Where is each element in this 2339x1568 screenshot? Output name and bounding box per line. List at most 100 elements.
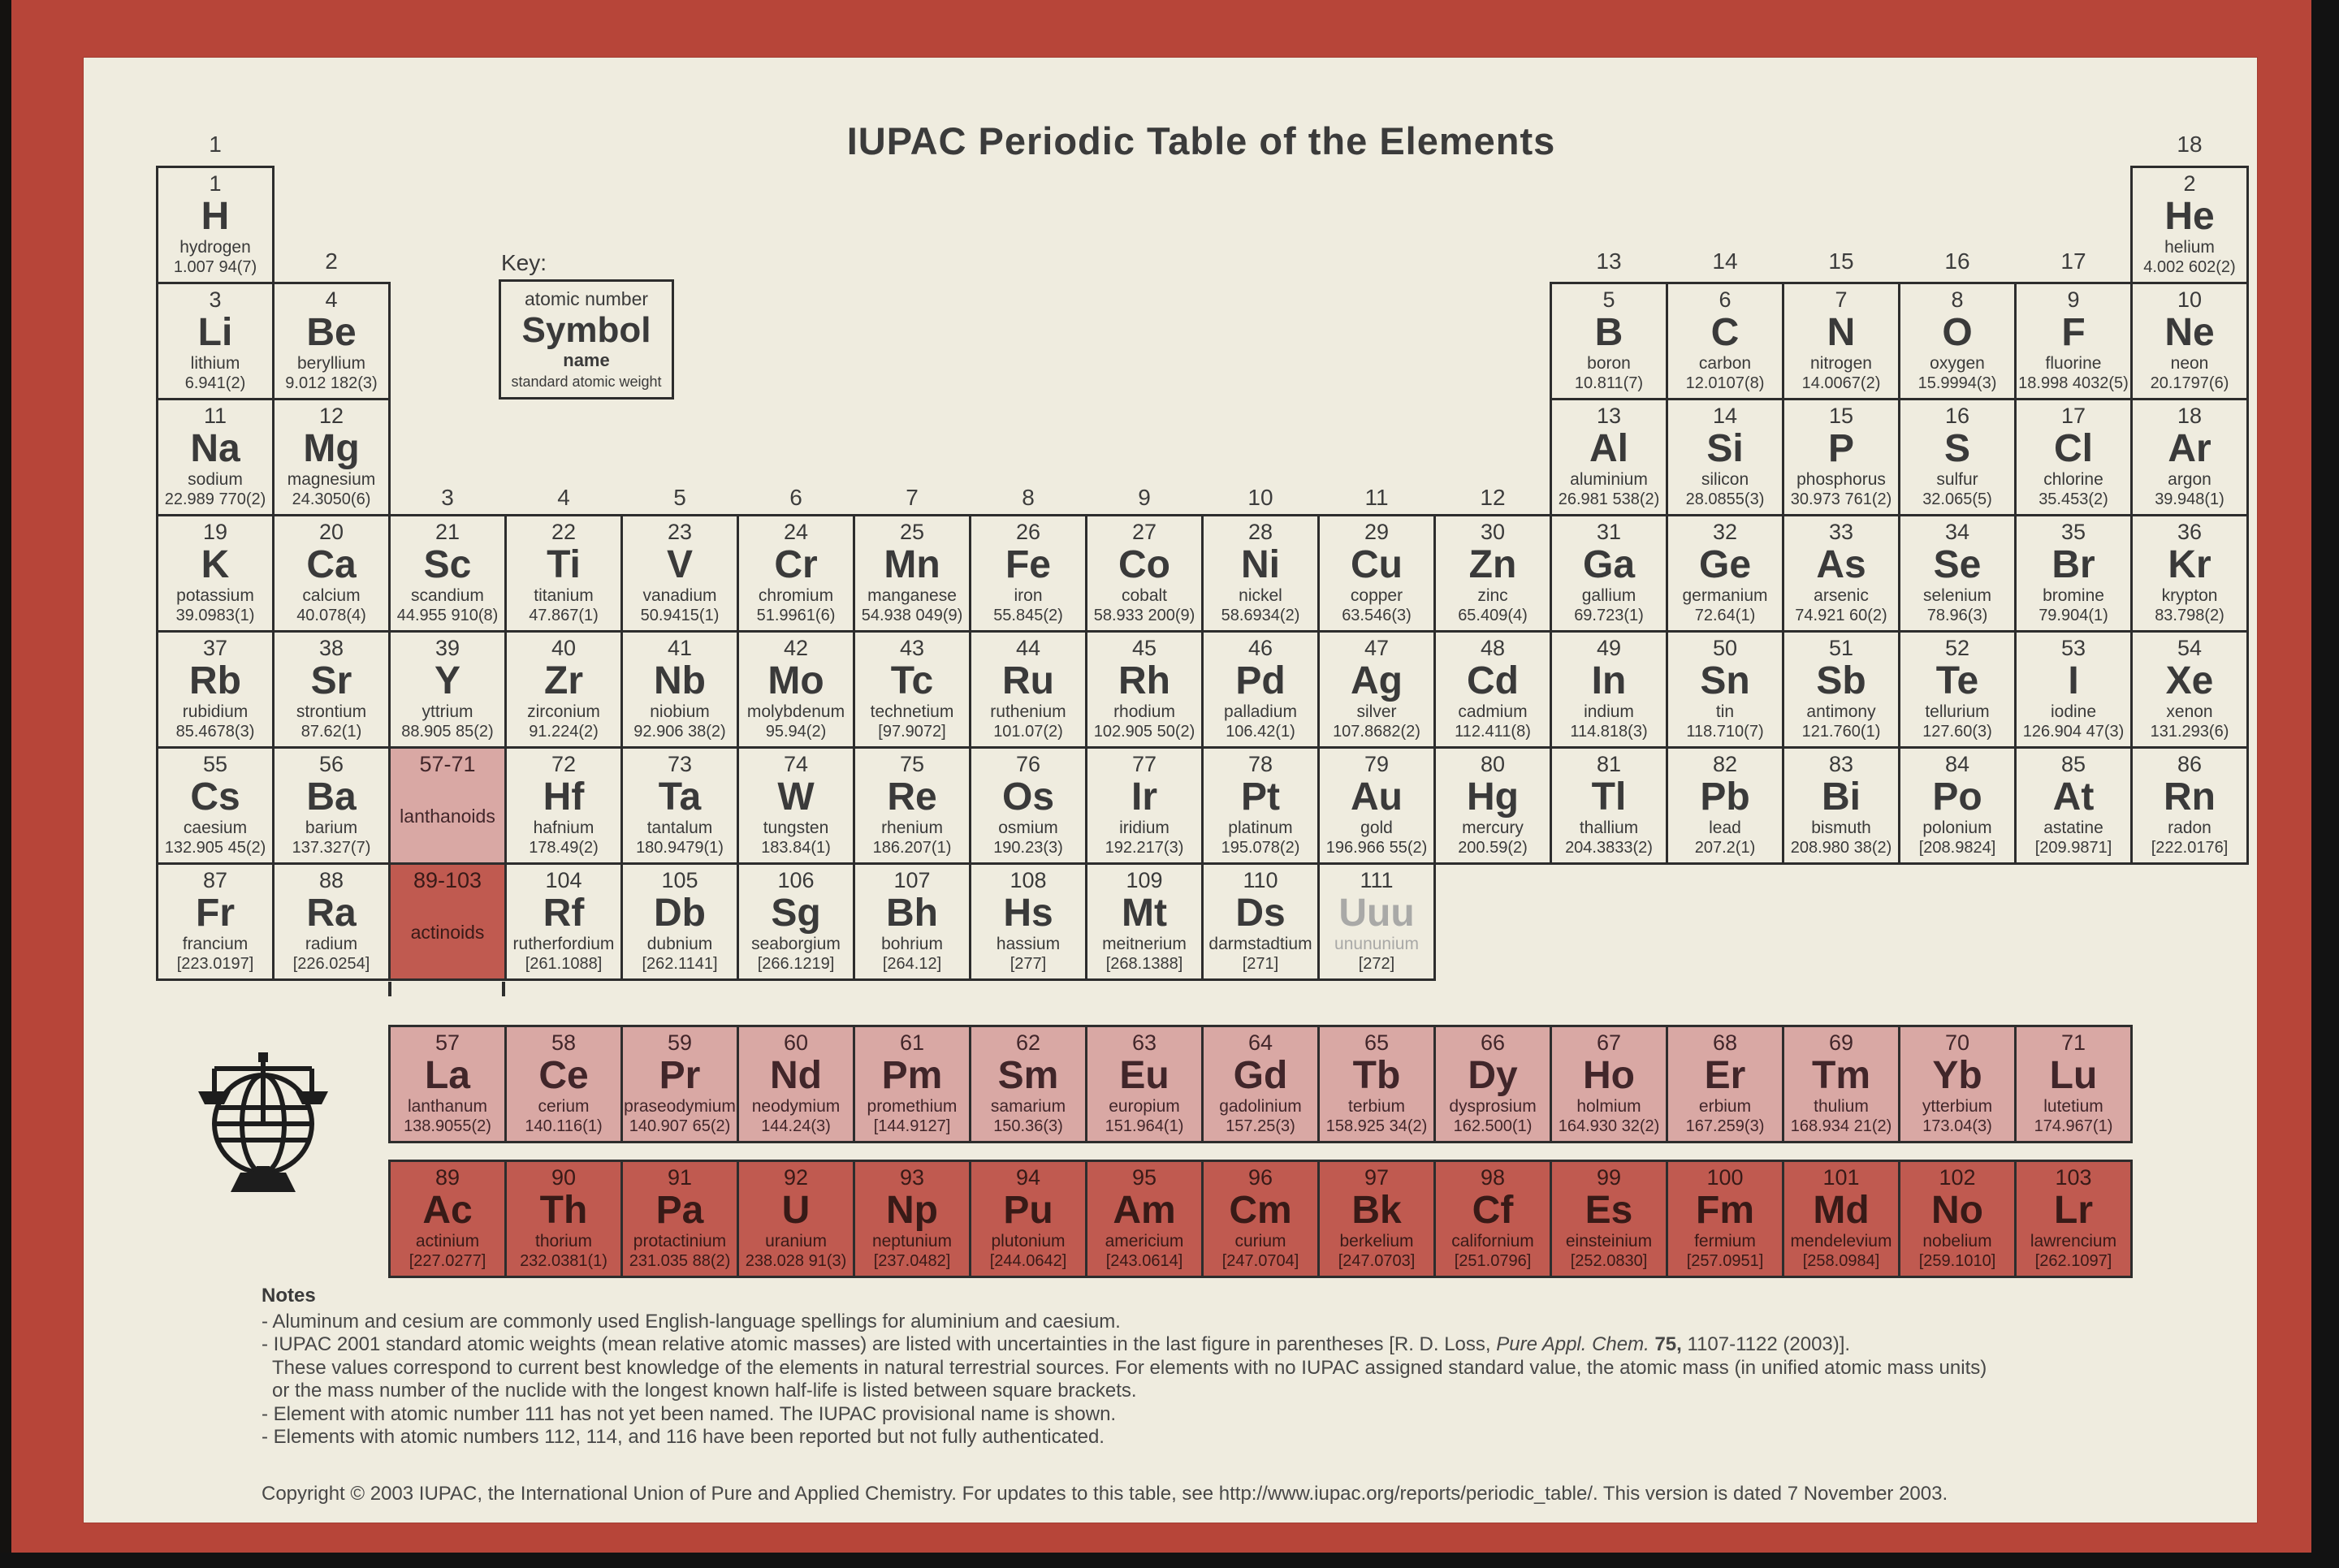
group-label-8: 8 [1022, 485, 1035, 510]
element-name: americium [1105, 1232, 1184, 1251]
group-label-12: 12 [1480, 485, 1506, 510]
element-name: niobium [650, 702, 710, 722]
element-symbol: P [1827, 426, 1854, 470]
atomic-weight: [227.0277] [409, 1251, 486, 1270]
notes-block: Notes - Aluminum and cesium are commonly… [262, 1285, 2162, 1449]
atomic-number: 31 [1596, 520, 1622, 544]
atomic-weight: [226.0254] [292, 954, 370, 973]
element-name: lanthanum [407, 1097, 488, 1117]
atomic-number: 26 [1015, 520, 1041, 544]
atomic-number: 46 [1247, 636, 1273, 660]
element-symbol: Al [1589, 426, 1628, 470]
atomic-weight: 79.904(1) [2039, 606, 2108, 624]
atomic-number: 47 [1364, 636, 1390, 660]
element-ga: 31 Ga gallium 69.723(1) [1550, 514, 1668, 633]
element-bi: 83 Bi bismuth 208.980 38(2) [1782, 746, 1900, 865]
actinoid-connector-tick [502, 982, 505, 996]
element-symbol: Bk [1351, 1188, 1402, 1232]
element-name: meitnerium [1102, 935, 1187, 954]
atomic-weight: 200.59(2) [1458, 838, 1528, 857]
element-name: fermium [1694, 1232, 1756, 1251]
atomic-number: 43 [899, 636, 925, 660]
series-label: actinoids [410, 921, 485, 943]
atomic-number: 88 [318, 868, 344, 892]
element-name: calcium [302, 586, 361, 606]
element-in: 49 In indium 114.818(3) [1550, 630, 1668, 749]
key-label: Key: [501, 250, 547, 275]
atomic-weight: 238.028 91(3) [745, 1251, 847, 1270]
atomic-weight: 74.921 60(2) [1795, 606, 1887, 624]
element-name: iodine [2050, 702, 2097, 722]
atomic-weight: 24.3050(6) [292, 490, 371, 508]
element-symbol: Yb [1932, 1053, 1982, 1097]
element-pa: 91 Pa protactinium 231.035 88(2) [620, 1160, 739, 1278]
element-name: radon [2168, 819, 2211, 838]
element-symbol: U [781, 1188, 811, 1232]
element-name: strontium [296, 702, 367, 722]
element-bh: 107 Bh bohrium [264.12] [853, 862, 971, 981]
element-symbol: W [777, 775, 815, 819]
atomic-number: 32 [1712, 520, 1738, 544]
element-symbol: Sg [771, 891, 821, 935]
element-co: 27 Co cobalt 58.933 200(9) [1085, 514, 1204, 633]
element-lr: 103 Lr lawrencium [262.1097] [2014, 1160, 2133, 1278]
group-label-10: 10 [1247, 485, 1273, 510]
element-cl: 17 Cl chlorine 35.453(2) [2014, 398, 2133, 516]
atomic-number: 85 [2060, 752, 2086, 776]
atomic-weight: [222.0176] [2151, 838, 2229, 857]
element-symbol: Cm [1229, 1188, 1292, 1232]
group-label-5: 5 [673, 485, 686, 510]
element-ce: 58 Ce cerium 140.116(1) [504, 1025, 623, 1143]
group-label-15: 15 [1828, 248, 1854, 274]
atomic-number: 93 [899, 1165, 925, 1190]
atomic-weight: [252.0830] [1570, 1251, 1648, 1270]
group-label-9: 9 [1138, 485, 1151, 510]
atomic-number: 8 [1951, 287, 1964, 312]
element-mt: 109 Mt meitnerium [268.1388] [1085, 862, 1204, 981]
atomic-number: 23 [667, 520, 693, 544]
element-symbol: In [1591, 659, 1627, 702]
atomic-weight: 40.078(4) [296, 606, 366, 624]
atomic-number: 2 [2183, 171, 2196, 196]
element-name: samarium [990, 1097, 1066, 1117]
atomic-weight: [208.9824] [1918, 838, 1996, 857]
atomic-weight: 14.0067(2) [1801, 374, 1881, 392]
note-line-2: - IUPAC 2001 standard atomic weights (me… [262, 1333, 1851, 1355]
element-symbol: Mn [884, 542, 940, 586]
atomic-weight: 92.906 38(2) [633, 722, 726, 741]
series-label: lanthanoids [400, 805, 495, 827]
element-cm: 96 Cm curium [247.0704] [1201, 1160, 1320, 1278]
element-fr: 87 Fr francium [223.0197] [156, 862, 275, 981]
atomic-number: 82 [1712, 752, 1738, 776]
element-symbol: Tm [1812, 1053, 1870, 1097]
element-name: thulium [1814, 1097, 1869, 1117]
atomic-number: 67 [1596, 1030, 1622, 1055]
atomic-number: 17 [2060, 404, 2086, 428]
element-po: 84 Po polonium [208.9824] [1898, 746, 2017, 865]
element-name: tin [1715, 702, 1735, 722]
note-line-4: or the mass number of the nuclide with t… [272, 1380, 1137, 1402]
element-name: tantalum [646, 819, 713, 838]
atomic-number: 58 [551, 1030, 577, 1055]
element-symbol: Pd [1235, 659, 1286, 702]
element-name: potassium [176, 586, 254, 606]
element-symbol: Bh [886, 891, 938, 935]
atomic-number: 49 [1596, 636, 1622, 660]
element-symbol: Ne [2164, 310, 2215, 354]
element-symbol: Rn [2164, 775, 2216, 819]
element-name: copper [1350, 586, 1403, 606]
atomic-weight: 127.60(3) [1922, 722, 1992, 741]
element-se: 34 Se selenium 78.96(3) [1898, 514, 2017, 633]
element-symbol: Si [1706, 426, 1744, 470]
atomic-number: 44 [1015, 636, 1041, 660]
element-zn: 30 Zn zinc 65.409(4) [1433, 514, 1552, 633]
element-name: ruthenium [990, 702, 1066, 722]
atomic-weight: 101.07(2) [993, 722, 1063, 741]
element-name: seaborgium [751, 935, 841, 954]
element-name: silver [1356, 702, 1397, 722]
element-ra: 88 Ra radium [226.0254] [272, 862, 391, 981]
element-name: neon [2170, 354, 2209, 374]
element-name: krypton [2161, 586, 2218, 606]
element-fe: 26 Fe iron 55.845(2) [969, 514, 1087, 633]
